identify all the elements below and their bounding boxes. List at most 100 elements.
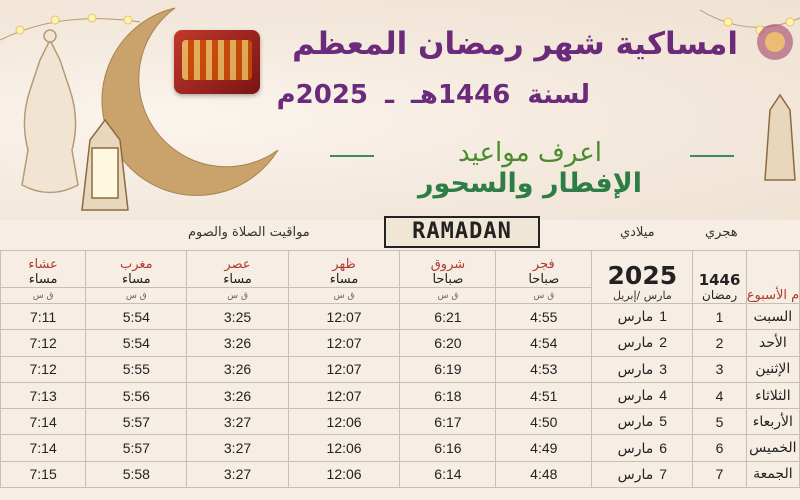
table-row: 7:15 5:58 3:27 12:06 6:14 4:48 7مارس 7 ا…: [0, 460, 800, 489]
weekday: الثلاثاء: [745, 381, 800, 410]
unit-cell: ق س: [85, 287, 188, 304]
hijri-header: 1446 رمضان: [692, 250, 747, 304]
year-prefix: لسنة: [527, 80, 590, 110]
year-hijri: 1446هـ: [411, 80, 511, 110]
imsakiya-table: مواقيت الصلاة والصوم RAMADAN ميلادي هجري…: [0, 214, 800, 500]
isha-time: 7:11: [0, 302, 87, 331]
maghrib-time: 5:54: [85, 302, 188, 331]
unit-cell: ق س: [0, 287, 87, 304]
hijri-day: 7: [692, 460, 747, 489]
maghrib-header: مغرب مساء: [85, 250, 188, 288]
fajr-time: 4:53: [495, 355, 593, 383]
table-row: 7:13 5:56 3:26 12:07 6:18 4:51 4مارس 4 ا…: [0, 381, 800, 410]
subtitle-know-times: اعرف مواعيد: [458, 138, 602, 168]
fajr-time: 4:48: [495, 460, 593, 489]
isha-time: 7:14: [0, 408, 87, 436]
divider-left: [330, 155, 374, 157]
ramadan-illustration: [0, 7, 800, 211]
hijri-day: 2: [692, 329, 747, 357]
dhuhr-time: 12:06: [287, 460, 401, 489]
asr-time: 3:26: [186, 329, 289, 357]
fajr-time: 4:51: [495, 381, 593, 410]
year-dash: ـ: [385, 80, 394, 110]
fajr-time: 4:54: [495, 329, 593, 357]
table-row: 7:14 5:57 3:27 12:06 6:17 4:50 5مارس 5 ا…: [0, 408, 800, 436]
gregorian-label: ميلادي: [620, 225, 655, 240]
asr-time: 3:26: [186, 381, 289, 410]
shuruq-time: 6:21: [399, 302, 497, 331]
hijri-day: 6: [692, 434, 747, 462]
maghrib-time: 5:57: [85, 408, 188, 436]
weekday: الأربعاء: [745, 408, 800, 436]
gregorian-date: 3مارس: [591, 355, 694, 383]
asr-time: 3:25: [186, 302, 289, 331]
unit-cell: ق س: [495, 287, 593, 304]
weekday: الجمعة: [745, 460, 800, 489]
fajr-time: 4:49: [495, 434, 593, 462]
gregorian-date: 1مارس: [591, 302, 694, 331]
year-gregorian: 2025م: [276, 80, 369, 110]
gregorian-date: 5مارس: [591, 408, 694, 436]
dhuhr-time: 12:07: [287, 302, 401, 331]
shuruq-time: 6:20: [399, 329, 497, 357]
isha-time: 7:12: [0, 329, 87, 357]
gregorian-date: 6مارس: [591, 434, 694, 462]
dhuhr-time: 12:06: [287, 408, 401, 436]
table-row: 7:14 5:57 3:27 12:06 6:16 4:49 6مارس 6 ا…: [0, 434, 800, 462]
asr-header: عصر مساء: [186, 250, 289, 288]
weekday: السبت: [745, 302, 800, 331]
isha-time: 7:14: [0, 434, 87, 462]
dhuhr-header: ظهر مساء: [287, 250, 401, 288]
unit-row: ق س ق س ق س ق س ق س ق س: [0, 287, 800, 304]
shuruq-time: 6:16: [399, 434, 497, 462]
hijri-label: هجري: [705, 225, 738, 240]
maghrib-time: 5:57: [85, 434, 188, 462]
asr-time: 3:27: [186, 408, 289, 436]
divider-right: [690, 155, 734, 157]
shuruq-header: شروق صباحا: [399, 250, 497, 288]
asr-time: 3:27: [186, 434, 289, 462]
shuruq-time: 6:17: [399, 408, 497, 436]
shuruq-time: 6:14: [399, 460, 497, 489]
table-header-band: مواقيت الصلاة والصوم RAMADAN ميلادي هجري: [0, 214, 800, 250]
page-title: امساكية شهر رمضان المعظم: [292, 26, 738, 62]
dhuhr-time: 12:07: [287, 355, 401, 383]
dhuhr-time: 12:07: [287, 381, 401, 410]
gregorian-date: 2مارس: [591, 329, 694, 357]
weekday: الإثنين: [745, 355, 800, 383]
weekday: الأحد: [745, 329, 800, 357]
fajr-time: 4:55: [495, 302, 593, 331]
isha-time: 7:15: [0, 460, 87, 489]
section-label: مواقيت الصلاة والصوم: [188, 225, 310, 240]
year-line: لسنة 1446هـ ـ 2025م: [269, 80, 590, 110]
isha-header: عشاء مساء: [0, 250, 87, 288]
unit-cell: ق س: [399, 287, 497, 304]
fajr-time: 4:50: [495, 408, 593, 436]
table-row: 7:11 5:54 3:25 12:07 6:21 4:55 1مارس 1 ا…: [0, 302, 800, 331]
isha-time: 7:13: [0, 381, 87, 410]
prayer-header-row: عشاء مساء مغرب مساء عصر مساء ظهر مساء شروق صب…: [0, 250, 800, 304]
table-row: 7:12 5:54 3:26 12:07 6:20 4:54 2مارس 2 ا…: [0, 329, 800, 357]
hijri-day: 3: [692, 355, 747, 383]
weekday: الخميس: [745, 434, 800, 462]
shuruq-time: 6:19: [399, 355, 497, 383]
gregorian-date: 7مارس: [591, 460, 694, 489]
hijri-day: 5: [692, 408, 747, 436]
asr-time: 3:26: [186, 355, 289, 383]
gregorian-header: 2025 مارس /إبريل: [591, 250, 694, 304]
dhuhr-time: 12:07: [287, 329, 401, 357]
hijri-day: 4: [692, 381, 747, 410]
weekday-header: أيام الأسبوع: [745, 250, 800, 304]
unit-cell: ق س: [186, 287, 289, 304]
channel-logo: [174, 30, 260, 94]
maghrib-time: 5:56: [85, 381, 188, 410]
dhuhr-time: 12:06: [287, 434, 401, 462]
isha-time: 7:12: [0, 355, 87, 383]
asr-time: 3:27: [186, 460, 289, 489]
hijri-day: 1: [692, 302, 747, 331]
gregorian-date: 4مارس: [591, 381, 694, 410]
subtitle-iftar-suhoor: الإفطار والسحور: [417, 168, 642, 199]
table-row: 7:12 5:55 3:26 12:07 6:19 4:53 3مارس 3 ا…: [0, 355, 800, 383]
shuruq-time: 6:18: [399, 381, 497, 410]
prayer-times-grid: عشاء مساء مغرب مساء عصر مساء ظهر مساء شروق صب…: [0, 250, 800, 489]
